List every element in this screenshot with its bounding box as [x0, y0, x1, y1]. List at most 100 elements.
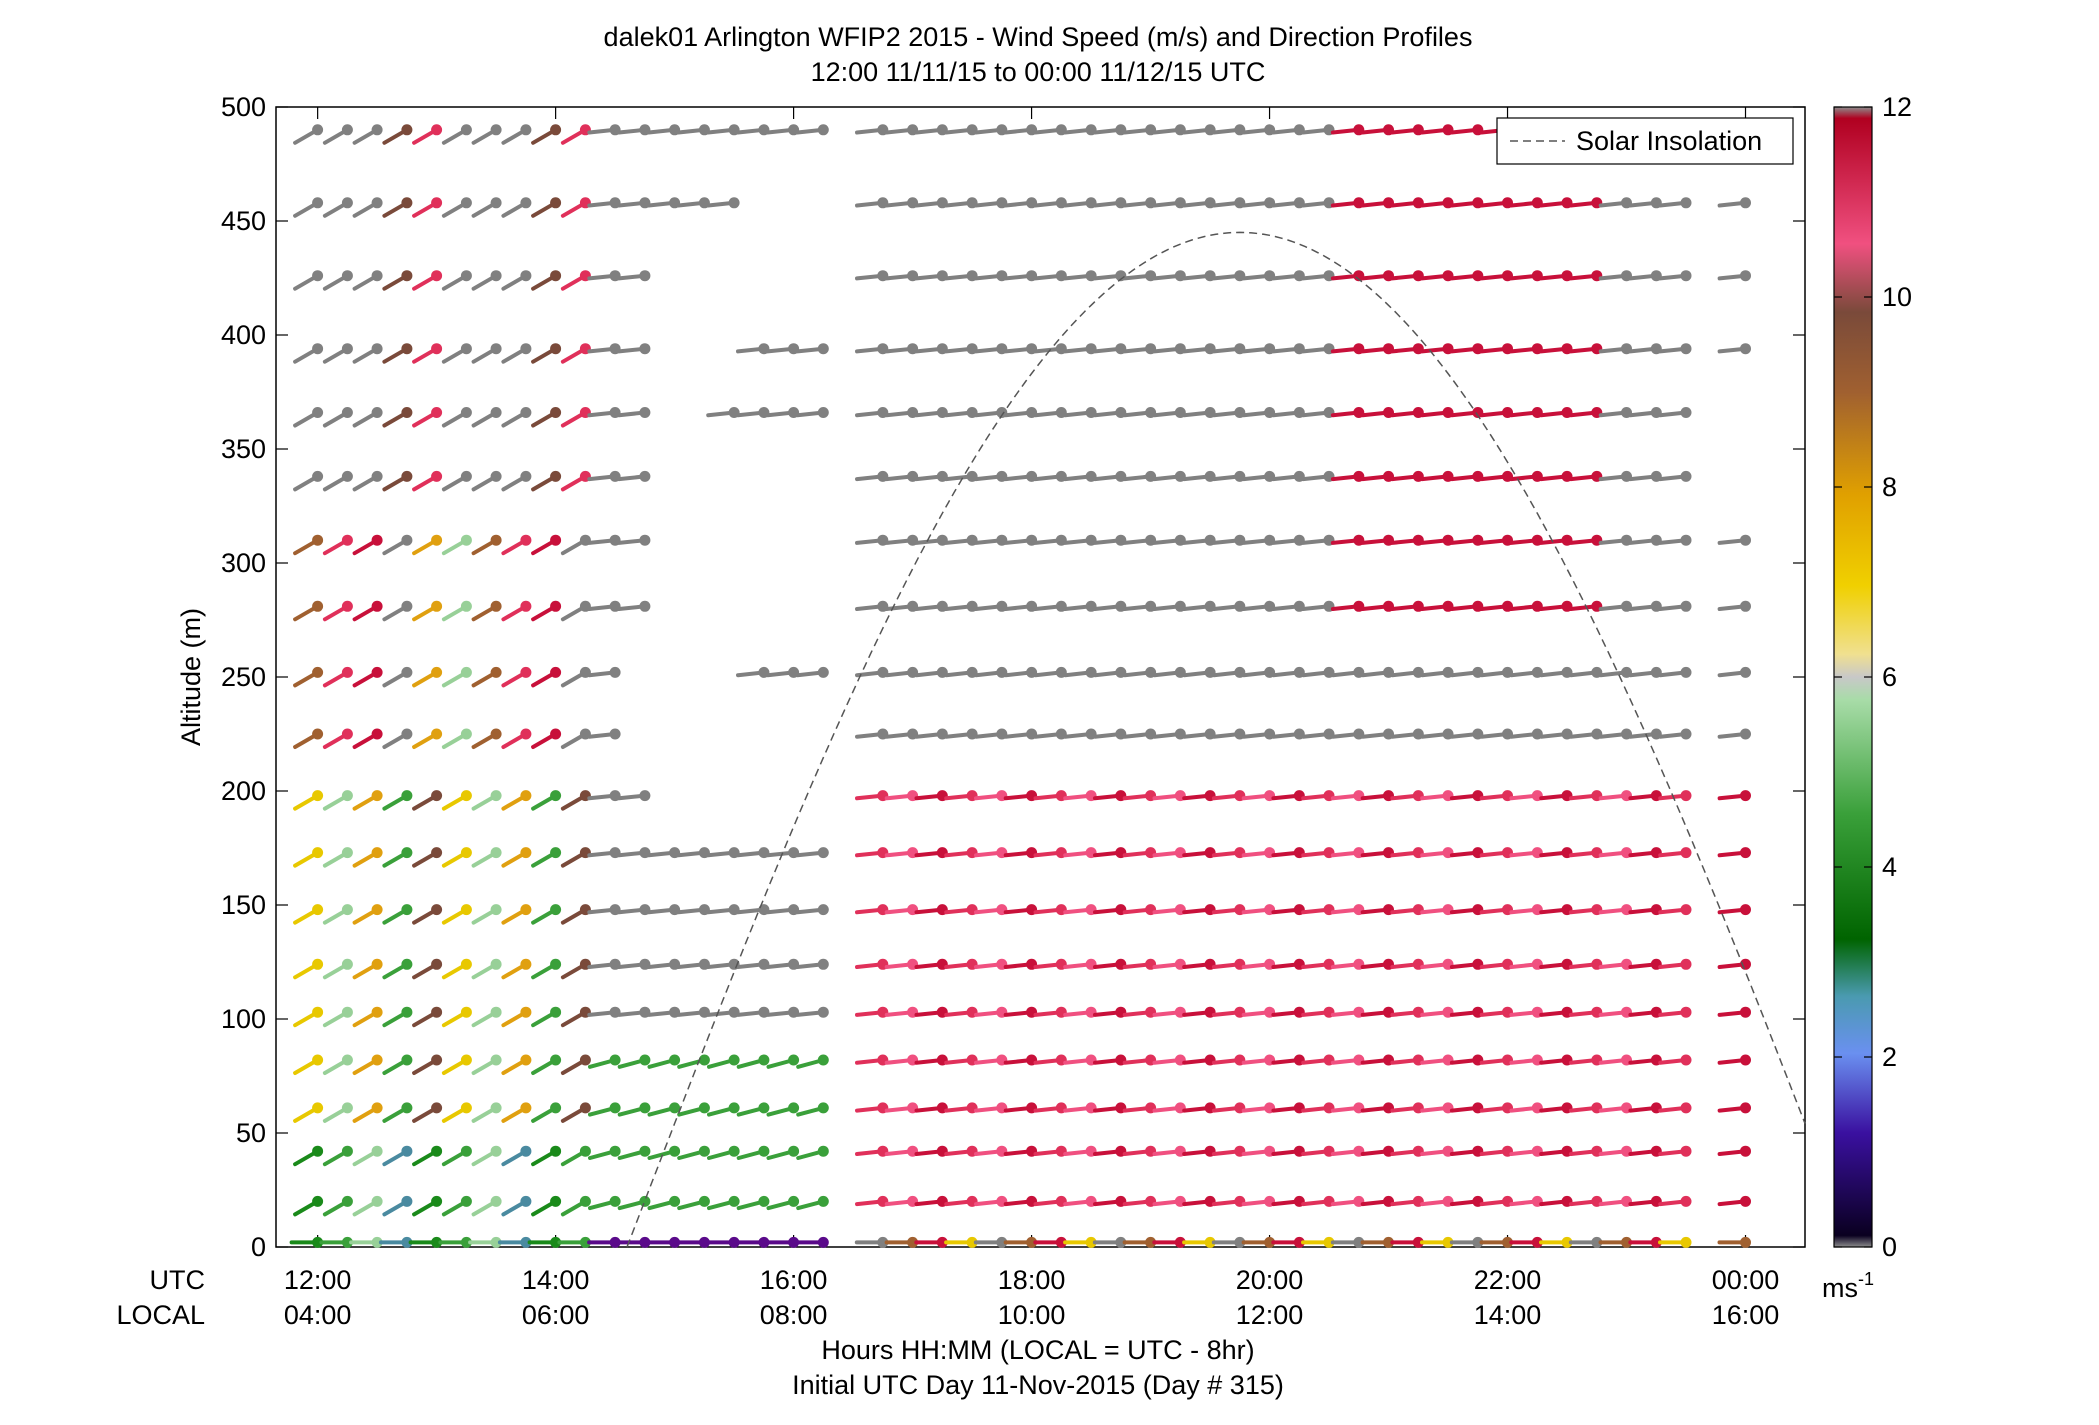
wind-barb-dot [728, 1145, 740, 1157]
x-tick-label-utc: 20:00 [1236, 1265, 1304, 1295]
wind-barb-dot [341, 1006, 353, 1018]
wind-barbs [289, 124, 1751, 1248]
wind-barb-dot [490, 958, 502, 970]
wind-barb-dot [431, 1006, 443, 1018]
wind-barb-dot [341, 1054, 353, 1066]
wind-barb-dot [788, 1236, 800, 1248]
x-tick-labels: 12:00 04:00 14:00 06:00 16:00 08:00 18:00 10:00… [284, 1265, 1779, 1330]
wind-barb-dot [1740, 1006, 1751, 1018]
wind-barb-dot [490, 343, 502, 355]
wind-barb-dot [1680, 1054, 1692, 1066]
wind-barb-dot [550, 534, 562, 546]
wind-barb-dot [460, 470, 472, 482]
wind-barb-dot [490, 1054, 502, 1066]
wind-barb-dot [1740, 600, 1751, 612]
wind-barb-dot [460, 1195, 472, 1207]
local-row-label: LOCAL [116, 1300, 205, 1330]
wind-barb-dot [460, 790, 472, 802]
wind-barb-dot [520, 197, 532, 209]
wind-barb-dot [401, 1006, 413, 1018]
wind-barb-dot [312, 600, 324, 612]
wind-barb-dot [639, 1102, 651, 1114]
wind-barb-dot [639, 1236, 651, 1248]
wind-barb-dot [371, 666, 383, 678]
wind-barb-dot [490, 790, 502, 802]
wind-barb-dot [490, 666, 502, 678]
wind-barb-dot [1680, 847, 1692, 859]
wind-barb-dot [1680, 343, 1692, 355]
wind-barb-dot [1412, 1236, 1424, 1248]
wind-barb-dot [817, 407, 829, 418]
wind-barb-dot [758, 1236, 770, 1248]
wind-barb-dot [431, 270, 443, 282]
wind-barb-dot [550, 1236, 562, 1248]
wind-barb-dot [1680, 197, 1692, 209]
chart-subtitle: 12:00 11/11/15 to 00:00 11/12/15 UTC [811, 57, 1266, 87]
wind-barb-dot [312, 1054, 324, 1066]
wind-barb-dot [1174, 1236, 1186, 1248]
wind-barb-dot [401, 847, 413, 859]
wind-barb-dot [550, 958, 562, 970]
wind-barb-dot [1234, 1236, 1246, 1248]
wind-barb-dot [550, 1195, 562, 1207]
wind-barb-dot [1680, 790, 1692, 802]
wind-barb-dot [1740, 666, 1751, 678]
wind-barb-dot [550, 847, 562, 859]
wind-barb-dot [431, 534, 443, 546]
wind-barb-dot [669, 1145, 681, 1157]
y-tick-label: 400 [221, 320, 266, 350]
wind-barb-dot [371, 958, 383, 970]
wind-barb-dot [401, 470, 413, 482]
x-tick-label-local: 08:00 [760, 1300, 828, 1330]
wind-barb-dot [550, 904, 562, 916]
wind-barb-dot [431, 847, 443, 859]
wind-barb-dot [401, 600, 413, 612]
wind-barb-dot [1740, 790, 1751, 802]
wind-barb-dot [490, 407, 502, 418]
wind-barb-dot [341, 904, 353, 916]
wind-barb-dot [401, 666, 413, 678]
wind-barb-dot [639, 1054, 651, 1066]
wind-barb-dot [401, 270, 413, 282]
wind-barb-dot [817, 847, 829, 859]
wind-barb-dot [609, 1195, 621, 1207]
y-tick-label: 150 [221, 890, 266, 920]
wind-barb-dot [550, 1145, 562, 1157]
wind-barb-dot [341, 1102, 353, 1114]
wind-barb-dot [490, 1102, 502, 1114]
wind-barb-dot [669, 1195, 681, 1207]
wind-barb-dot [550, 1006, 562, 1018]
wind-barb-dot [431, 600, 443, 612]
wind-barb-dot [401, 728, 413, 740]
wind-barb-dot [520, 1054, 532, 1066]
wind-barb-dot [1680, 1145, 1692, 1157]
wind-barb-dot [1561, 1236, 1573, 1248]
wind-barb-dot [550, 666, 562, 678]
wind-barb-dot [609, 1236, 621, 1248]
wind-barb-dot [341, 728, 353, 740]
wind-barb-dot [1680, 728, 1692, 740]
wind-barb-dot [460, 1006, 472, 1018]
colorbar-tick-label: 12 [1882, 92, 1912, 122]
wind-barb-dot [550, 197, 562, 209]
wind-barb-dot [490, 470, 502, 482]
wind-barb-dot [371, 790, 383, 802]
wind-barb-dot [341, 1195, 353, 1207]
wind-barb-dot [817, 343, 829, 355]
wind-barb-dot [758, 1102, 770, 1114]
wind-barb-dot [907, 1236, 919, 1248]
wind-barb-dot [639, 270, 651, 282]
wind-barb-dot [609, 728, 621, 740]
wind-barb-dot [490, 1236, 502, 1248]
colorbar-tick-label: 10 [1882, 282, 1912, 312]
wind-barb-dot [1740, 728, 1751, 740]
y-tick-label: 450 [221, 206, 266, 236]
wind-barb-dot [639, 600, 651, 612]
wind-barb-dot [788, 1195, 800, 1207]
wind-barb-dot [728, 1054, 740, 1066]
wind-barb-dot [431, 904, 443, 916]
wind-barb-dot [371, 1145, 383, 1157]
wind-barb-dot [1621, 1236, 1632, 1248]
wind-barb-dot [312, 1102, 324, 1114]
wind-barb-dot [1531, 1236, 1543, 1248]
